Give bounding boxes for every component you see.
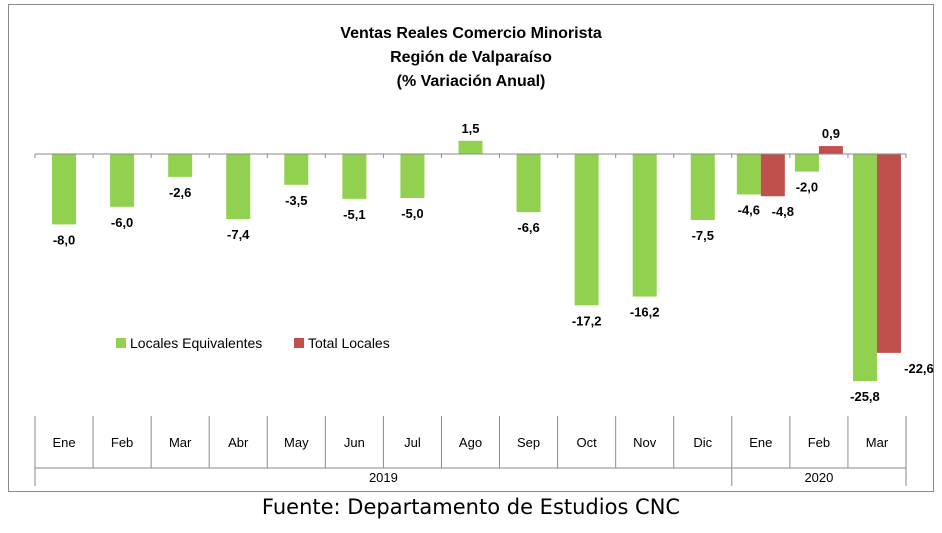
data-label: 0,9 bbox=[822, 126, 840, 141]
bar-locales-equivalentes bbox=[690, 154, 715, 220]
chart-title-line: Ventas Reales Comercio Minorista bbox=[340, 25, 602, 42]
data-label: -16,2 bbox=[630, 305, 660, 320]
data-label: -22,6 bbox=[904, 361, 934, 376]
data-label: -8,0 bbox=[53, 232, 75, 247]
year-group-label: 2019 bbox=[369, 470, 398, 485]
bar-locales-equivalentes bbox=[852, 154, 877, 382]
bar-locales-equivalentes bbox=[574, 154, 599, 306]
bar-total-locales bbox=[876, 154, 901, 353]
x-tick-label: Mar bbox=[866, 435, 889, 450]
x-tick-label: Abr bbox=[228, 435, 249, 450]
bar-locales-equivalentes bbox=[736, 154, 761, 195]
bar-locales-equivalentes bbox=[458, 140, 483, 154]
x-tick-label: Nov bbox=[633, 435, 657, 450]
data-label: -2,0 bbox=[796, 180, 818, 195]
legend-label: Total Locales bbox=[308, 335, 390, 351]
data-label: -4,8 bbox=[772, 204, 794, 219]
x-tick-label: Sep bbox=[517, 435, 540, 450]
chart-title-line: Región de Valparaíso bbox=[390, 49, 552, 66]
bar-locales-equivalentes bbox=[168, 154, 193, 177]
x-tick-label: May bbox=[284, 435, 309, 450]
bar-locales-equivalentes bbox=[632, 154, 657, 297]
x-tick-label: Feb bbox=[808, 435, 830, 450]
chart-title-line: (% Variación Anual) bbox=[397, 73, 546, 90]
bar-total-locales bbox=[818, 146, 843, 154]
legend-label: Locales Equivalentes bbox=[130, 335, 262, 351]
x-tick-label: Ene bbox=[52, 435, 75, 450]
x-tick-label: Feb bbox=[111, 435, 133, 450]
bar-chart: Ventas Reales Comercio Minorista Región d… bbox=[34, 25, 934, 486]
data-label: -6,0 bbox=[111, 215, 133, 230]
bar-locales-equivalentes bbox=[284, 154, 309, 185]
data-label: -3,5 bbox=[285, 193, 307, 208]
x-tick-label: Oct bbox=[577, 435, 598, 450]
bar-locales-equivalentes bbox=[110, 154, 135, 207]
bar-locales-equivalentes bbox=[400, 154, 425, 198]
data-label: 1,5 bbox=[461, 121, 479, 136]
source-note: Fuente: Departamento de Estudios CNC bbox=[261, 495, 681, 519]
x-tick-label: Mar bbox=[169, 435, 192, 450]
bar-locales-equivalentes bbox=[52, 154, 77, 225]
data-label: -4,6 bbox=[738, 202, 760, 217]
bar-locales-equivalentes bbox=[516, 154, 541, 213]
x-tick-label: Ago bbox=[459, 435, 482, 450]
data-label: -17,2 bbox=[572, 313, 602, 328]
data-label: -25,8 bbox=[850, 389, 880, 404]
x-tick-label: Jul bbox=[404, 435, 421, 450]
data-label: -7,4 bbox=[227, 227, 250, 242]
x-tick-label: Dic bbox=[693, 435, 712, 450]
legend-swatch-locales-equivalentes bbox=[116, 338, 126, 348]
bar-locales-equivalentes bbox=[342, 154, 367, 199]
data-label: -2,6 bbox=[169, 185, 191, 200]
data-label: -7,5 bbox=[692, 228, 714, 243]
data-label: -6,6 bbox=[517, 220, 539, 235]
bar-locales-equivalentes bbox=[226, 154, 251, 220]
bar-total-locales bbox=[760, 154, 785, 197]
chart-frame bbox=[8, 4, 934, 492]
year-group-label: 2020 bbox=[804, 470, 833, 485]
x-tick-label: Ene bbox=[749, 435, 772, 450]
legend-swatch-total-locales bbox=[294, 338, 304, 348]
x-tick-label: Jun bbox=[344, 435, 365, 450]
bar-locales-equivalentes bbox=[794, 154, 819, 172]
data-label: -5,0 bbox=[401, 206, 423, 221]
data-label: -5,1 bbox=[343, 207, 365, 222]
